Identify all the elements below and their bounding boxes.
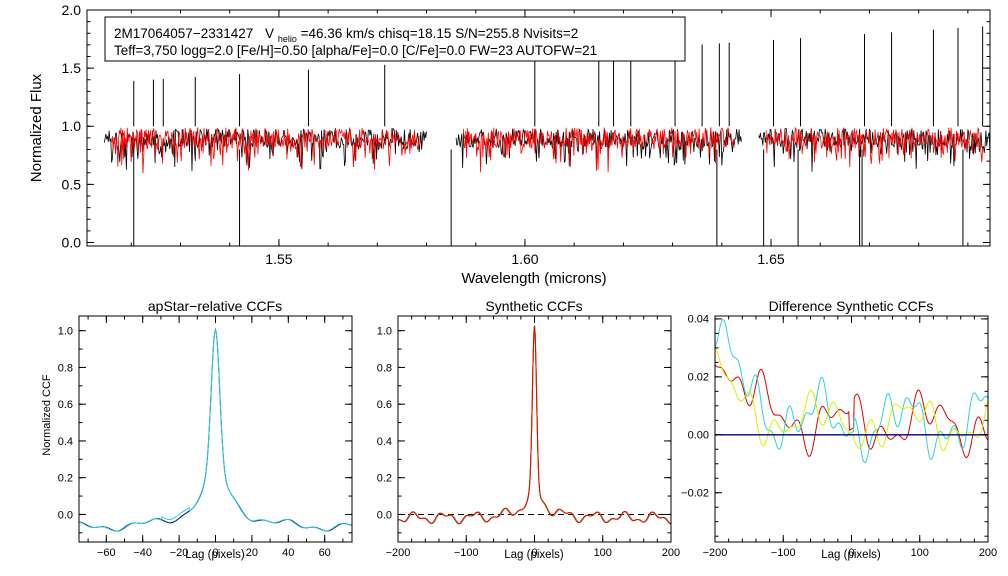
x-tick-label: −100 (454, 547, 479, 559)
legend-line2: Teff=3,750 logg=2.0 [Fe/H]=0.50 [alpha/F… (114, 43, 597, 58)
y-tick-label: 1.0 (58, 326, 73, 338)
y-tick-label: 2.0 (62, 2, 82, 18)
synthetic-ccf-series-ccf-e (397, 325, 672, 525)
synthetic-ccf-xlabel: Lag (pixels) (504, 549, 564, 561)
y-tick-label: 0.5 (62, 176, 82, 192)
x-tick-label: 100 (911, 547, 929, 559)
y-tick-label: 1.0 (62, 118, 82, 134)
x-tick-label: 0 (531, 547, 537, 559)
x-tick-label: −60 (97, 547, 116, 559)
difference-ccf-ticks: −200 −100 0 100 200 −0.02 0.00 0.02 0.04 (681, 314, 997, 559)
legend-vhelio-values: =46.36 km/s chisq=18.15 S/N=255.8 Nvisit… (301, 26, 579, 41)
y-tick-label: 0.00 (688, 430, 709, 442)
synthetic-ccf-plot-area (397, 325, 672, 525)
apstar-ccf-xlabel: Lag (pixels) (185, 549, 245, 561)
spectrum-ylabel: Normalized Flux (28, 73, 45, 182)
y-tick-label: 0.6 (58, 399, 73, 411)
y-tick-label: 0.0 (58, 509, 73, 521)
legend-vhelio-label: V (265, 26, 274, 41)
synthetic-ccf-title: Synthetic CCFs (485, 298, 582, 314)
apstar-ccf-plot-area (78, 327, 353, 532)
x-tick-label: 1.55 (265, 251, 292, 267)
x-tick-label: 0 (848, 547, 854, 559)
spectrum-plot-area (103, 26, 991, 246)
spectrum-series-best-fit-synthetic-chip-2 (463, 127, 735, 173)
apstar-ccf-ylabel: Normalized CCF (41, 374, 53, 456)
apstar-ccf-series-visit-1 (78, 327, 353, 532)
y-tick-label: 1.5 (62, 60, 82, 76)
apstar-ccf-ticks: −60 −40 −20 0 20 40 60 0.0 0.2 0.4 0.6 0.8 1.0 (58, 316, 352, 559)
y-tick-label: 0.0 (377, 509, 392, 521)
x-tick-label: 1.65 (757, 251, 784, 267)
difference-ccf-series-diff-2 (714, 319, 989, 464)
difference-ccf-plot-area (714, 319, 989, 464)
spectrum-panel: 1.55 1.60 1.65 0.0 0.5 1.0 1.5 2.0 2M17064057−2… (28, 2, 991, 287)
y-tick-label: 0.6 (377, 399, 392, 411)
x-tick-label: −40 (133, 547, 152, 559)
y-tick-label: 0.8 (58, 362, 73, 374)
synthetic-ccf-series-ccf-a (397, 325, 672, 525)
legend-star-id: 2M17064057−2331427 (114, 26, 253, 41)
x-tick-label: 20 (246, 547, 258, 559)
legend-box (104, 16, 686, 62)
y-tick-label: 0.04 (688, 314, 709, 326)
y-tick-label: 0.02 (688, 372, 709, 384)
difference-ccf-series-diff-1 (714, 364, 989, 459)
synthetic-ccf-series-ccf-d (397, 325, 672, 525)
synthetic-ccf-ticks: −200 −100 0 100 200 0.0 0.2 0.4 0.6 0.8 1.0 (377, 316, 680, 559)
difference-ccf-panel: Difference Synthetic CCFs −200 −100 0 100 20… (681, 298, 997, 561)
x-tick-label: −20 (170, 547, 189, 559)
x-tick-label: 200 (979, 547, 997, 559)
x-tick-label: 200 (662, 547, 680, 559)
apstar-ccf-panel: apStar−relative CCFs −60 −40 −20 0 20 40 60 0.0… (41, 298, 353, 561)
x-tick-label: 40 (282, 547, 294, 559)
y-tick-label: 1.0 (377, 326, 392, 338)
apstar-ccf-axes-frame (78, 315, 353, 543)
y-tick-label: 0.2 (377, 473, 392, 485)
x-tick-label: 60 (319, 547, 331, 559)
synthetic-ccf-series-ccf-c (397, 325, 672, 525)
apstar-ccf-series-visit-2 (78, 328, 353, 532)
spectrum-legend: 2M17064057−2331427 V helio =46.36 km/s c… (104, 16, 686, 62)
y-tick-label: 0.2 (58, 473, 73, 485)
difference-ccf-xlabel: Lag (pixels) (821, 549, 881, 561)
spectrum-ticks: 1.55 1.60 1.65 0.0 0.5 1.0 1.5 2.0 (62, 2, 990, 267)
y-tick-label: 0.0 (62, 234, 82, 250)
x-tick-label: 1.60 (511, 251, 538, 267)
legend-line1: 2M17064057−2331427 V helio =46.36 km/s c… (114, 26, 578, 45)
x-tick-label: −200 (386, 547, 411, 559)
x-tick-label: 0 (212, 547, 218, 559)
y-tick-label: 0.4 (58, 436, 73, 448)
synthetic-ccf-panel: Synthetic CCFs −200 −100 0 100 200 0.0 0.2 0.4 0… (377, 298, 680, 561)
apstar-ccf-title: apStar−relative CCFs (148, 298, 282, 314)
synthetic-ccf-axes-frame (397, 315, 672, 543)
x-tick-label: −100 (771, 547, 796, 559)
spectrum-axes-frame (86, 9, 991, 247)
y-tick-label: −0.02 (681, 488, 709, 500)
synthetic-ccf-series-ccf-b (397, 325, 672, 525)
spectrum-series-best-fit-synthetic-chip-1 (111, 127, 420, 174)
spectrum-xlabel: Wavelength (microns) (461, 270, 606, 287)
legend-vhelio-subscript: helio (278, 34, 297, 44)
spectrum-series-best-fit-synthetic-chip-3 (765, 126, 984, 168)
y-tick-label: 0.8 (377, 362, 392, 374)
x-tick-label: −200 (703, 547, 728, 559)
difference-ccf-title: Difference Synthetic CCFs (769, 298, 934, 314)
x-tick-label: 100 (594, 547, 612, 559)
y-tick-label: 0.4 (377, 436, 392, 448)
